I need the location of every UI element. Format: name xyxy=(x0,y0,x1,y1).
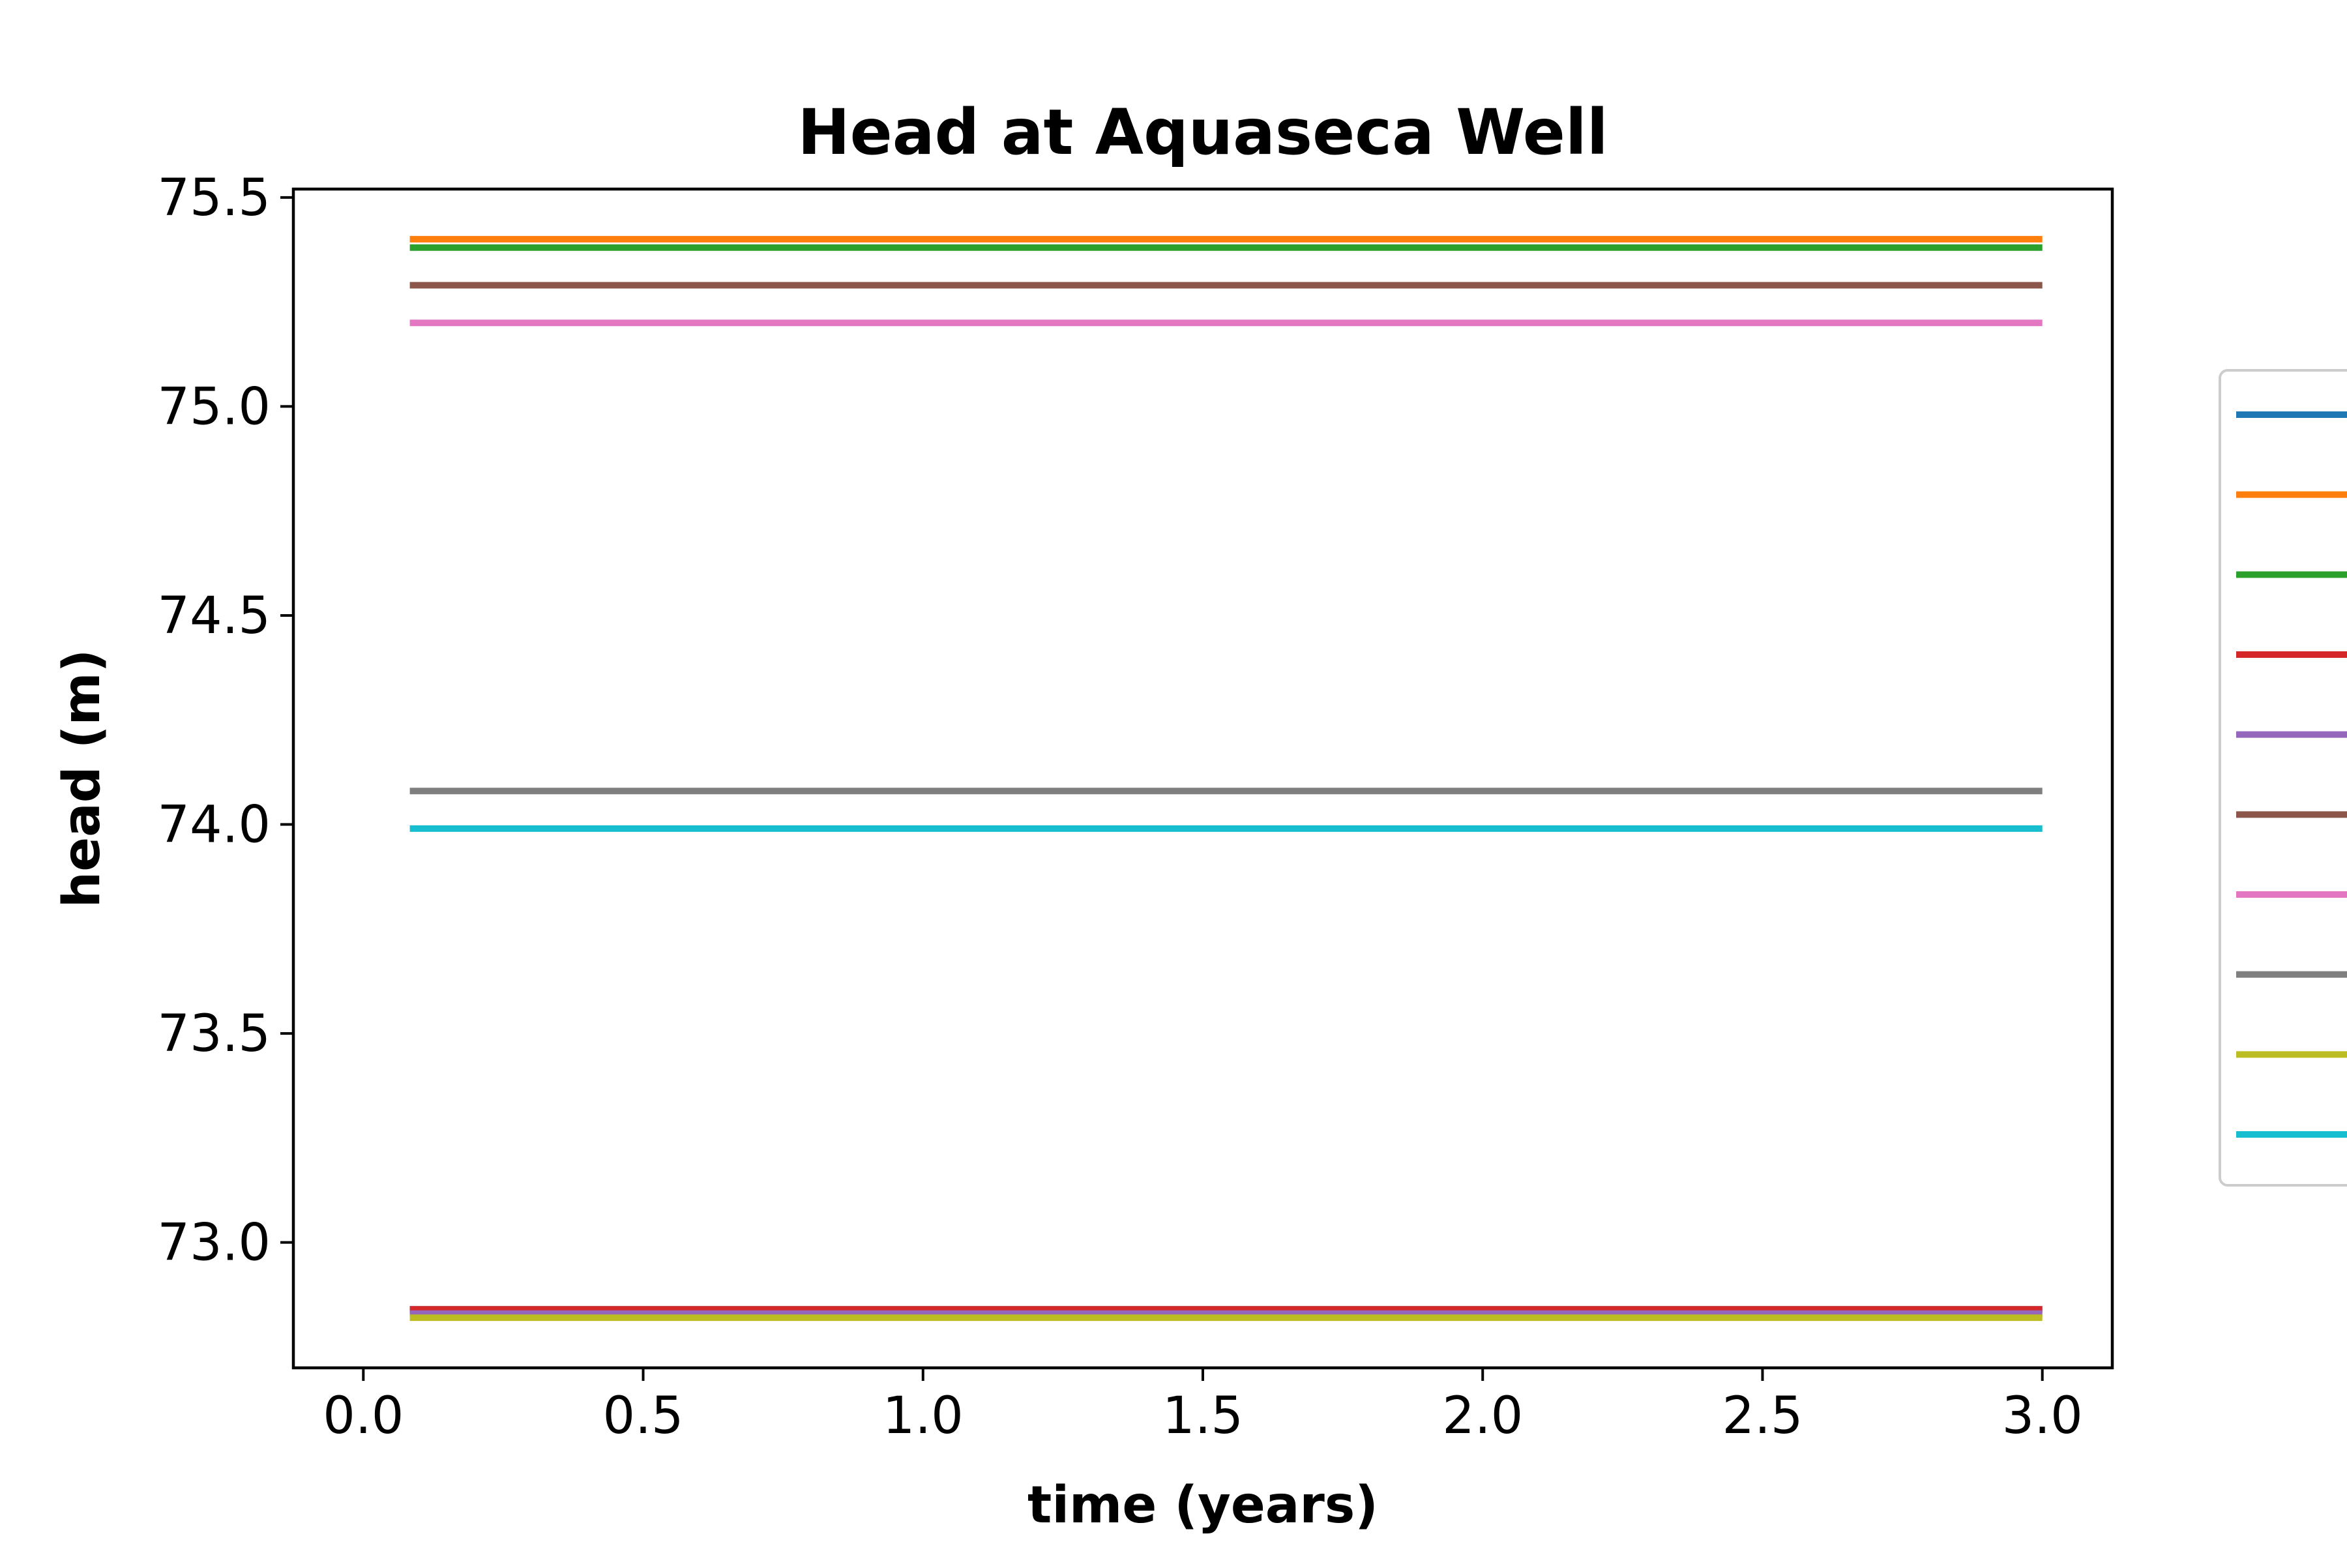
y-tick-label: 75.5 xyxy=(157,169,271,228)
y-axis-label: head (m) xyxy=(53,649,111,908)
tick-layer: 0.0 0.5 1.0 1.5 2.0 2.5 3.0 73.0 73.5 74.0 74.5 75.… xyxy=(157,169,2082,1445)
x-tick-label: 0.0 xyxy=(323,1387,404,1445)
y-tick-label: 73.5 xyxy=(157,1005,271,1063)
y-tick-label: 74.5 xyxy=(157,587,271,645)
chart-title: Head at Aquaseca Well xyxy=(797,96,1608,169)
x-tick-label: 0.5 xyxy=(603,1387,684,1445)
legend xyxy=(2219,369,2347,1187)
series-layer xyxy=(409,235,2043,1322)
x-tick-label: 2.0 xyxy=(1442,1387,1523,1445)
x-tick-label: 2.5 xyxy=(1722,1387,1803,1445)
x-axis-label: time (years) xyxy=(1027,1476,1378,1535)
x-tick-label: 3.0 xyxy=(2002,1387,2083,1445)
y-tick-label: 74.0 xyxy=(157,796,271,855)
y-tick-label: 75.0 xyxy=(157,377,271,436)
y-tick-label: 73.0 xyxy=(157,1214,271,1273)
x-tick-label: 1.5 xyxy=(1162,1387,1243,1445)
x-tick-label: 1.0 xyxy=(883,1387,964,1445)
